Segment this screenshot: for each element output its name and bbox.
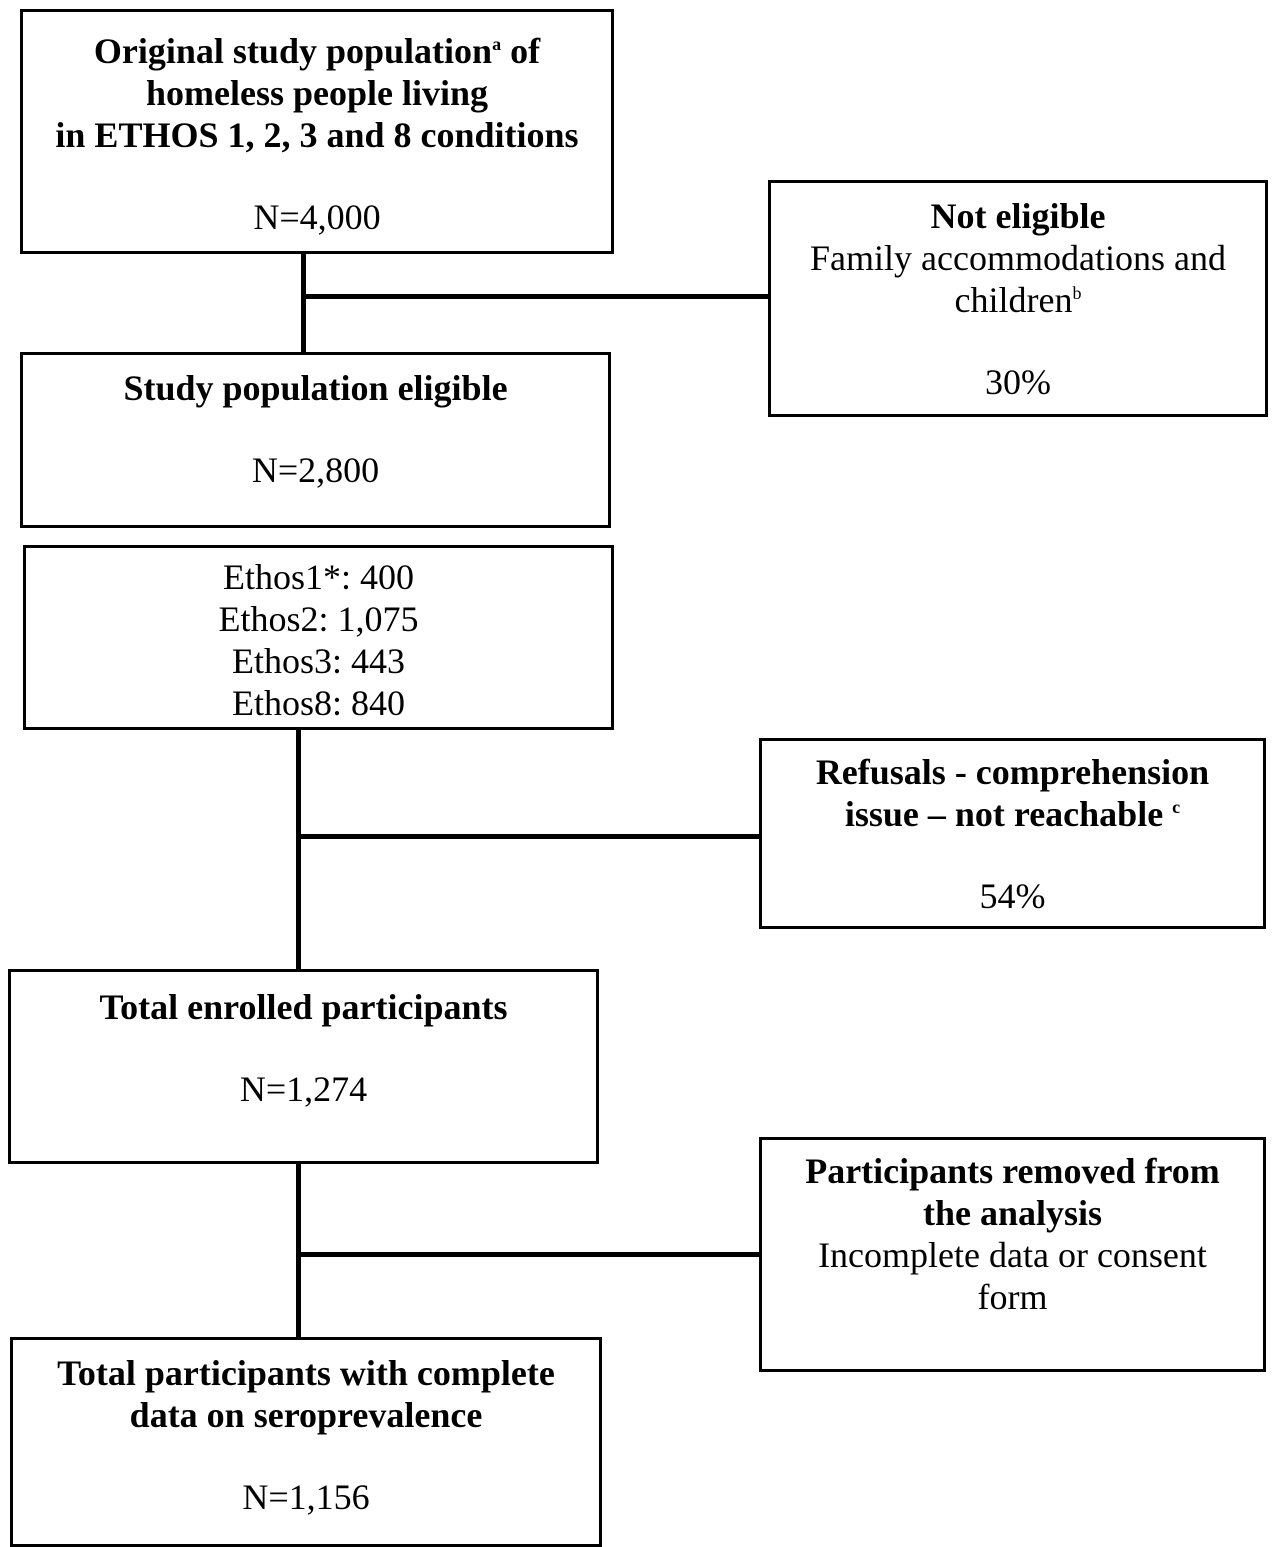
box-enrolled-participants: Total enrolled participants N=1,274 (8, 969, 599, 1164)
ethos-item-2: Ethos2: 1,075 (218, 599, 419, 639)
original-count: N=4,000 (253, 197, 381, 237)
connector-horizontal-removed (296, 1252, 762, 1257)
not-eligible-percent: 30% (985, 362, 1051, 402)
eligible-title: Study population eligible (123, 368, 508, 408)
enrolled-title: Total enrolled participants (99, 987, 508, 1027)
original-title-line-1: Original study populationa of (93, 31, 541, 71)
complete-title-line-1: Total participants with complete (57, 1353, 555, 1393)
refusals-title-line-1: Refusals - comprehension (815, 752, 1210, 792)
connector-vertical-3 (296, 1162, 301, 1339)
complete-title-line-2: data on seroprevalence (129, 1395, 483, 1435)
box-original-population: Original study populationa of homeless p… (20, 9, 614, 254)
not-eligible-line-2: childrenb (954, 280, 1082, 320)
original-title-line-2: homeless people living (145, 73, 489, 113)
removed-title-line-2: the analysis (922, 1193, 1103, 1233)
enrolled-count: N=1,274 (239, 1069, 368, 1109)
complete-count: N=1,156 (242, 1477, 370, 1517)
box-refusals: Refusals - comprehension issue – not rea… (759, 738, 1266, 929)
box-complete-participants: Total participants with complete data on… (10, 1337, 602, 1547)
eligible-count: N=2,800 (251, 450, 380, 490)
original-title-line-3: in ETHOS 1, 2, 3 and 8 conditions (55, 115, 579, 155)
not-eligible-line-1: Family accommodations and (810, 238, 1226, 278)
footnote-a: a (492, 34, 502, 54)
refusals-percent: 54% (979, 876, 1046, 916)
ethos-item-1: Ethos1*: 400 (222, 557, 414, 597)
box-ethos-breakdown: Ethos1*: 400 Ethos2: 1,075 Ethos3: 443 E… (23, 545, 614, 730)
ethos-item-4: Ethos8: 840 (231, 683, 405, 723)
not-eligible-title: Not eligible (930, 196, 1106, 236)
connector-vertical-1 (301, 252, 306, 354)
removed-line-1: Incomplete data or consent (818, 1235, 1207, 1275)
footnote-b: b (1072, 283, 1082, 303)
ethos-item-3: Ethos3: 443 (231, 641, 405, 681)
removed-title-line-1: Participants removed from (805, 1151, 1220, 1191)
connector-horizontal-not-eligible (301, 294, 771, 299)
box-removed-participants: Participants removed from the analysis I… (759, 1137, 1266, 1372)
refusals-title-line-2: issue – not reachable c (844, 794, 1181, 834)
box-eligible-population: Study population eligible N=2,800 (20, 352, 611, 528)
box-not-eligible: Not eligible Family accommodations and c… (768, 180, 1268, 417)
removed-line-2: form (977, 1277, 1048, 1317)
connector-vertical-2 (296, 728, 301, 972)
connector-horizontal-refusals (296, 834, 762, 839)
footnote-c: c (1172, 797, 1181, 817)
